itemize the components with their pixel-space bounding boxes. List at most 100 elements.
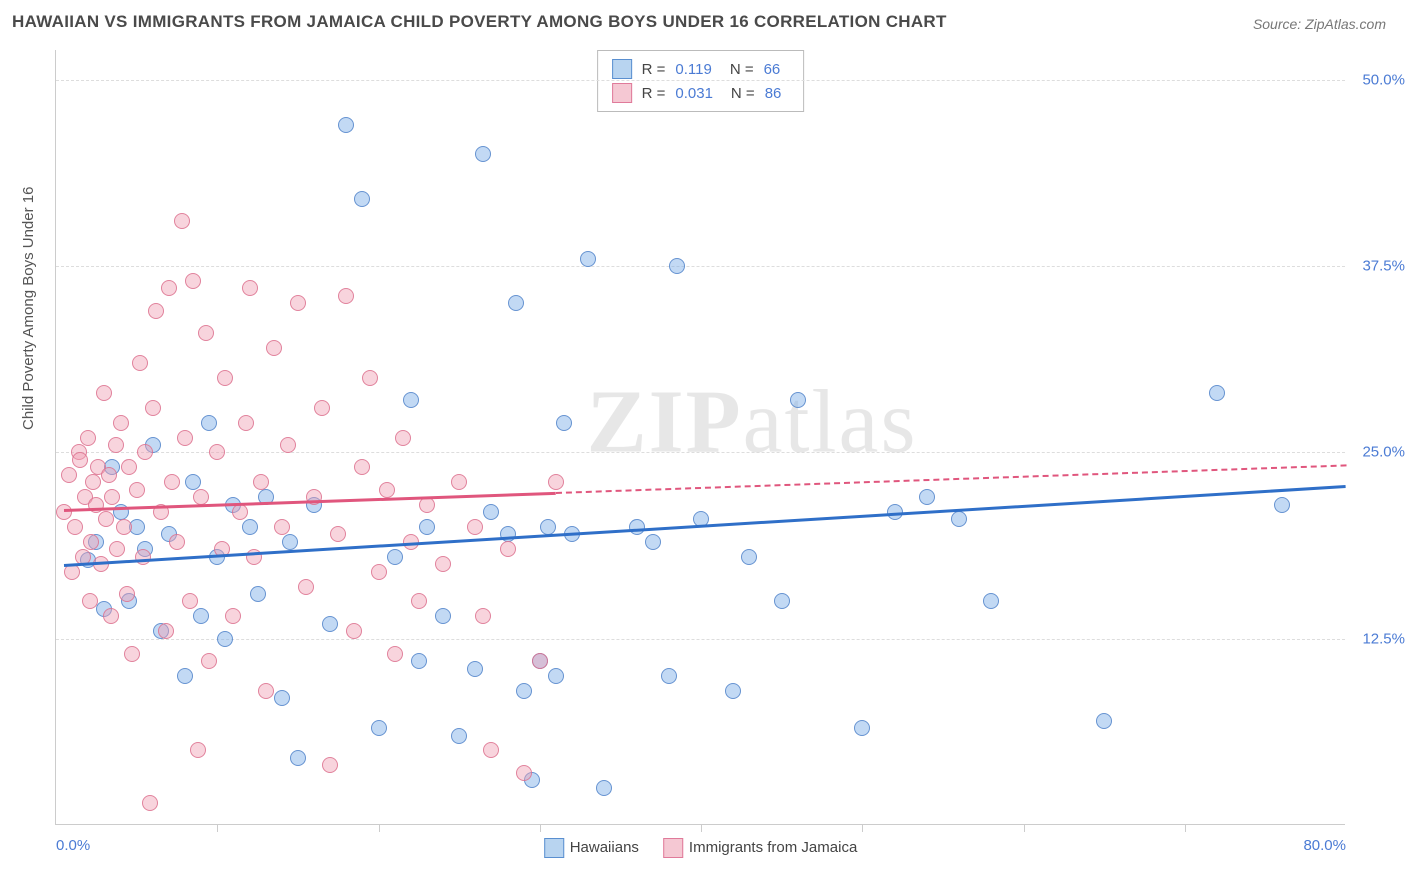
x-tick <box>1024 824 1025 832</box>
scatter-point <box>109 541 125 557</box>
swatch-icon <box>544 838 564 858</box>
scatter-point <box>725 683 741 699</box>
grid-line <box>56 80 1345 81</box>
scatter-point <box>158 623 174 639</box>
scatter-point <box>201 415 217 431</box>
scatter-point <box>322 616 338 632</box>
scatter-point <box>532 653 548 669</box>
scatter-point <box>411 593 427 609</box>
scatter-point <box>314 400 330 416</box>
scatter-point <box>56 504 72 520</box>
grid-line <box>56 452 1345 453</box>
scatter-point <box>161 280 177 296</box>
scatter-point <box>451 474 467 490</box>
scatter-point <box>669 258 685 274</box>
scatter-point <box>451 728 467 744</box>
x-tick <box>701 824 702 832</box>
scatter-point <box>201 653 217 669</box>
y-tick-label: 50.0% <box>1362 71 1405 88</box>
scatter-point <box>185 273 201 289</box>
scatter-point <box>483 742 499 758</box>
scatter-point <box>135 549 151 565</box>
x-tick <box>540 824 541 832</box>
scatter-point <box>629 519 645 535</box>
scatter-point <box>72 452 88 468</box>
scatter-point <box>137 444 153 460</box>
scatter-point <box>1096 713 1112 729</box>
scatter-point <box>209 444 225 460</box>
scatter-point <box>148 303 164 319</box>
scatter-point <box>198 325 214 341</box>
scatter-point <box>108 437 124 453</box>
scatter-point <box>467 661 483 677</box>
scatter-point <box>121 459 137 475</box>
y-tick-label: 25.0% <box>1362 444 1405 461</box>
scatter-point <box>190 742 206 758</box>
x-tick-label: 0.0% <box>56 837 90 854</box>
stats-row-series-1: R = 0.119 N = 66 <box>612 57 790 81</box>
scatter-point <box>790 392 806 408</box>
scatter-point <box>435 608 451 624</box>
scatter-point <box>96 385 112 401</box>
scatter-point <box>854 720 870 736</box>
scatter-point <box>82 593 98 609</box>
scatter-point <box>67 519 83 535</box>
scatter-point <box>371 564 387 580</box>
scatter-point <box>395 430 411 446</box>
scatter-point <box>129 482 145 498</box>
scatter-point <box>346 623 362 639</box>
scatter-point <box>217 631 233 647</box>
scatter-point <box>242 280 258 296</box>
swatch-icon <box>612 59 632 79</box>
scatter-point <box>467 519 483 535</box>
scatter-point <box>379 482 395 498</box>
scatter-point <box>113 415 129 431</box>
scatter-point <box>182 593 198 609</box>
scatter-point <box>169 534 185 550</box>
scatter-point <box>330 526 346 542</box>
chart-title: HAWAIIAN VS IMMIGRANTS FROM JAMAICA CHIL… <box>12 12 947 32</box>
scatter-point <box>238 415 254 431</box>
scatter-point <box>250 586 266 602</box>
scatter-point <box>193 608 209 624</box>
scatter-point <box>354 191 370 207</box>
scatter-point <box>174 213 190 229</box>
legend-item: Immigrants from Jamaica <box>663 838 857 858</box>
scatter-point <box>61 467 77 483</box>
trend-line <box>556 464 1346 494</box>
scatter-point <box>164 474 180 490</box>
scatter-point <box>338 117 354 133</box>
source-label: Source: ZipAtlas.com <box>1253 16 1386 32</box>
scatter-point <box>419 519 435 535</box>
y-tick-label: 37.5% <box>1362 258 1405 275</box>
scatter-point <box>580 251 596 267</box>
scatter-point <box>548 668 564 684</box>
scatter-point <box>98 511 114 527</box>
scatter-point <box>232 504 248 520</box>
scatter-point <box>354 459 370 475</box>
scatter-point <box>508 295 524 311</box>
scatter-point <box>290 295 306 311</box>
x-tick <box>379 824 380 832</box>
scatter-point <box>983 593 999 609</box>
scatter-point <box>274 690 290 706</box>
grid-line <box>56 266 1345 267</box>
scatter-point <box>217 370 233 386</box>
scatter-point <box>177 430 193 446</box>
scatter-point <box>225 608 241 624</box>
legend-item: Hawaiians <box>544 838 639 858</box>
scatter-point <box>387 646 403 662</box>
scatter-point <box>103 608 119 624</box>
scatter-point <box>540 519 556 535</box>
scatter-point <box>85 474 101 490</box>
scatter-point <box>500 541 516 557</box>
grid-line <box>56 639 1345 640</box>
scatter-point <box>322 757 338 773</box>
scatter-point <box>242 519 258 535</box>
x-tick <box>862 824 863 832</box>
y-axis-label: Child Poverty Among Boys Under 16 <box>20 187 37 430</box>
scatter-point <box>661 668 677 684</box>
scatter-point <box>185 474 201 490</box>
scatter-point <box>548 474 564 490</box>
scatter-point <box>774 593 790 609</box>
